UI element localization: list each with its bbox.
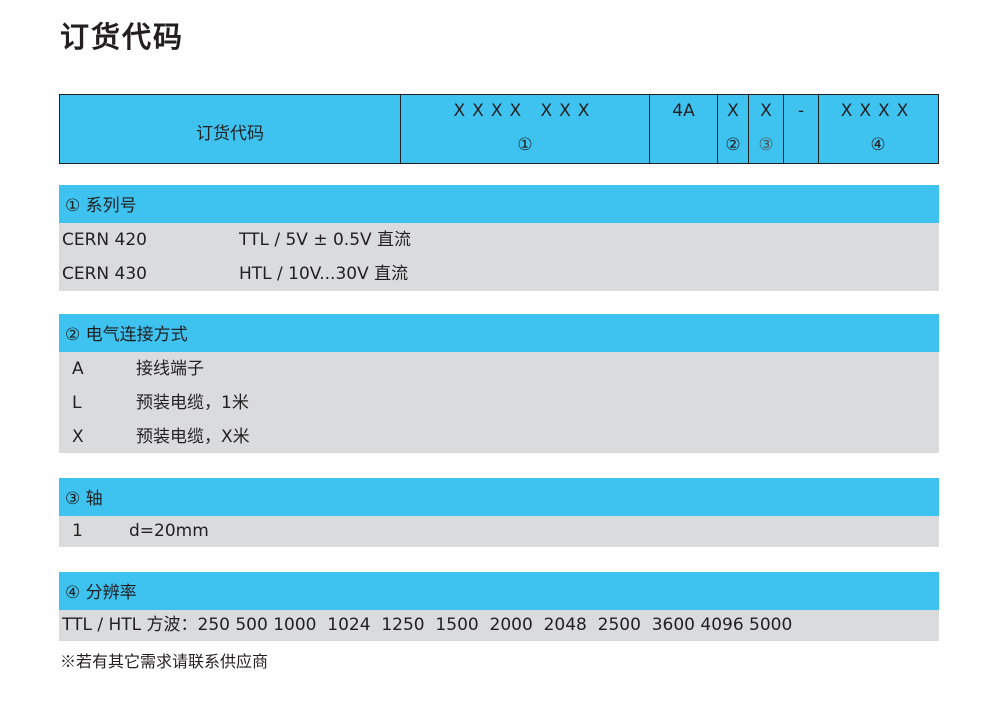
segment-shaft-placeholder: X xyxy=(760,101,772,121)
order-code-label: 订货代码 xyxy=(196,124,264,144)
list-item: A 接线端子 xyxy=(59,352,939,386)
resolution-values: TTL / HTL 方波：250 500 1000 1024 1250 1500… xyxy=(62,615,793,635)
code-segment-shaft: X ③ xyxy=(748,95,783,163)
section-series-heading: ① 系列号 xyxy=(59,185,939,223)
series-code: CERN 430 xyxy=(62,264,147,284)
segment-connection-placeholder: X xyxy=(727,101,739,121)
segment-shaft-index: ③ xyxy=(758,135,774,155)
connection-desc: 预装电缆，X米 xyxy=(136,427,250,447)
list-item: L 预装电缆，1米 xyxy=(59,386,939,420)
segment-dash: - xyxy=(797,101,805,121)
shaft-desc: d=20mm xyxy=(129,521,209,541)
list-item: TTL / HTL 方波：250 500 1000 1024 1250 1500… xyxy=(59,610,939,641)
section-shaft-body: 1 d=20mm xyxy=(59,516,939,547)
segment-resolution-placeholder: XXXX xyxy=(840,101,916,121)
section-connection-heading: ② 电气连接方式 xyxy=(59,314,939,352)
code-segment-dash: - xyxy=(783,95,818,163)
list-item: 1 d=20mm xyxy=(59,516,939,547)
section-series-body: CERN 420 TTL / 5V ± 0.5V 直流 CERN 430 HTL… xyxy=(59,223,939,291)
page-title: 订货代码 xyxy=(60,20,185,54)
section-shaft-heading: ③ 轴 xyxy=(59,478,939,516)
connection-desc: 接线端子 xyxy=(136,359,204,379)
connection-code: L xyxy=(72,393,82,413)
section-connection-body: A 接线端子 L 预装电缆，1米 X 预装电缆，X米 xyxy=(59,352,939,453)
resolution-heading-text: ④ 分辨率 xyxy=(65,583,137,603)
series-code: CERN 420 xyxy=(62,230,147,250)
list-item: X 预装电缆，X米 xyxy=(59,420,939,454)
list-item: CERN 430 HTL / 10V...30V 直流 xyxy=(59,257,939,291)
code-segment-series: XXXX XXX ① xyxy=(400,95,649,163)
connection-desc: 预装电缆，1米 xyxy=(136,393,249,413)
connection-code: X xyxy=(72,427,84,447)
connection-code: A xyxy=(72,359,84,379)
footnote: ※若有其它需求请联系供应商 xyxy=(60,652,269,671)
section-resolution-heading: ④ 分辨率※ xyxy=(59,572,939,610)
segment-series-placeholder: XXXX XXX xyxy=(453,101,597,121)
series-desc: HTL / 10V...30V 直流 xyxy=(239,264,409,284)
code-segment-fixed: 4A xyxy=(649,95,717,163)
series-desc: TTL / 5V ± 0.5V 直流 xyxy=(239,230,412,250)
segment-series-index: ① xyxy=(517,135,533,155)
list-item: CERN 420 TTL / 5V ± 0.5V 直流 xyxy=(59,223,939,257)
section-resolution-body: TTL / HTL 方波：250 500 1000 1024 1250 1500… xyxy=(59,610,939,641)
code-segment-resolution: XXXX ④ xyxy=(818,95,937,163)
segment-connection-index: ② xyxy=(725,135,741,155)
segment-fixed-value: 4A xyxy=(672,101,695,121)
asterisk-mark: ※ xyxy=(136,583,151,603)
code-segment-connection: X ② xyxy=(717,95,748,163)
shaft-code: 1 xyxy=(72,521,83,541)
segment-resolution-index: ④ xyxy=(870,135,886,155)
order-code-table: 订货代码 XXXX XXX ① 4A X ② X ③ - XXXX ④ xyxy=(59,94,939,164)
